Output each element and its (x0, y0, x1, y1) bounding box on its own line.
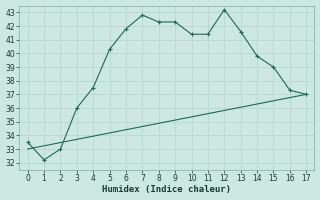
X-axis label: Humidex (Indice chaleur): Humidex (Indice chaleur) (102, 185, 231, 194)
